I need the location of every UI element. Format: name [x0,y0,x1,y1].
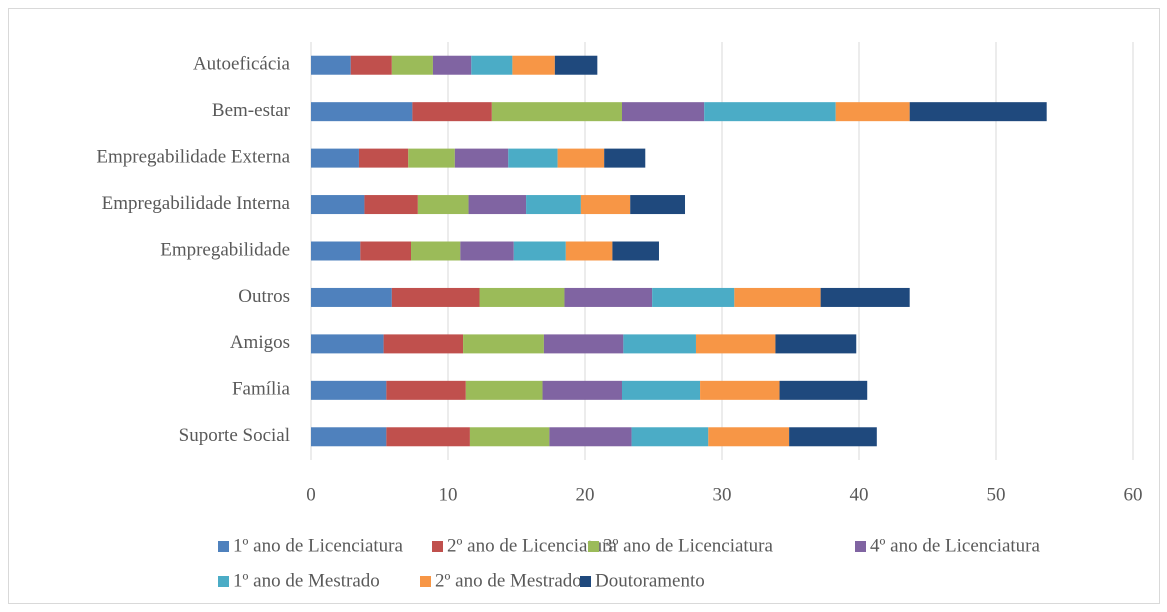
bar-segment [508,148,558,168]
bar-segment [700,380,780,400]
y-tick-label: Autoeficácia [193,54,291,75]
bar-segment [604,148,646,168]
legend-swatch [218,541,229,552]
bar-segment [564,287,653,307]
bar-segment [311,102,413,122]
legend-swatch [580,576,591,587]
bar-segment [526,195,581,215]
bar-segment [775,334,857,354]
bar-segment [311,380,387,400]
bar-segment [554,55,598,75]
bar-segment [469,427,550,447]
bar-segment [779,380,868,400]
bar-segment [820,287,910,307]
y-tick-label: Empregabilidade Externa [96,146,290,167]
bar-segment [311,55,351,75]
bar-segment [311,148,359,168]
bar-segment [311,287,392,307]
bar-segment [623,334,696,354]
legend-label: 2º ano de Mestrado [435,570,582,591]
bar-segment [468,195,527,215]
x-tick-label: 20 [576,484,595,505]
bar-segment [432,55,472,75]
y-tick-label: Empregabilidade Interna [102,193,291,214]
x-tick-label: 50 [987,484,1006,505]
bar-segment [612,241,659,261]
bar-segment [652,287,735,307]
legend-label: Doutoramento [595,570,705,591]
bar-segment [479,287,565,307]
y-tick-label: Amigos [230,332,290,353]
bar-segment [391,55,433,75]
bar-segment [543,334,624,354]
bar-segment [491,102,622,122]
bar-segment [311,334,384,354]
bar-segment [512,55,555,75]
bar-segment [734,287,821,307]
x-tick-label: 0 [306,484,316,505]
bar-segment [383,334,464,354]
y-tick-label: Outros [238,286,290,307]
legend-swatch [218,576,229,587]
bar-segment [565,241,613,261]
bar-segment [311,241,361,261]
bar-segment [580,195,631,215]
x-tick-label: 60 [1124,484,1143,505]
legend-swatch [432,541,443,552]
bar-segment [513,241,566,261]
bar-segment [835,102,910,122]
legend-label: 3º ano de Licenciatura [603,535,774,556]
legend-swatch [588,541,599,552]
bar-segment [311,195,365,215]
y-tick-label: Empregabilidade [160,239,290,260]
bar-segment [358,148,409,168]
bar-segment [417,195,469,215]
x-tick-label: 40 [850,484,869,505]
y-tick-label: Bem-estar [212,100,291,121]
bar-segment [360,241,412,261]
y-tick-label: Suporte Social [179,425,290,446]
bar-segment [411,241,461,261]
bar-segment [412,102,492,122]
bar-segment [454,148,509,168]
bar-segment [463,334,544,354]
bar-segment [391,287,480,307]
bar-segment [621,380,701,400]
bar-segment [408,148,455,168]
bar-segment [549,427,632,447]
legend-label: 4º ano de Licenciatura [870,535,1041,556]
bar-segment [542,380,622,400]
bar-segment [631,427,709,447]
bar-segment [350,55,392,75]
bar-segment [386,380,466,400]
bar-segment [386,427,470,447]
bar-segment [695,334,776,354]
bar-segment [630,195,686,215]
legend-swatch [420,576,431,587]
bar-segment [909,102,1047,122]
bar-segment [364,195,418,215]
y-tick-label: Família [232,379,291,400]
bar-segment [789,427,877,447]
bar-segment [460,241,514,261]
bar-segment [621,102,705,122]
legend-swatch [855,541,866,552]
bar-segment [471,55,513,75]
x-tick-label: 30 [713,484,732,505]
bar-segment [465,380,543,400]
bar-segment [557,148,605,168]
legend-label: 2º ano de Licenciatura [447,535,618,556]
legend-label: 1º ano de Mestrado [233,570,380,591]
x-tick-label: 10 [439,484,458,505]
bar-segment [708,427,790,447]
legend-label: 1º ano de Licenciatura [233,535,404,556]
bar-segment [704,102,836,122]
bar-segment [311,427,387,447]
